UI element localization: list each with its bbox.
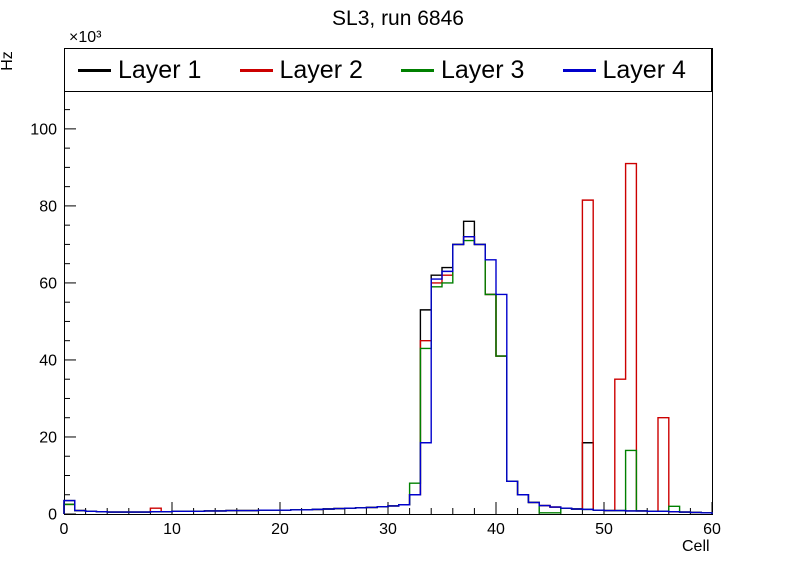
legend-entry-layer1: Layer 1 (65, 55, 227, 84)
legend: Layer 1 Layer 2 Layer 3 Layer 4 (64, 48, 712, 92)
legend-line-swatch-layer1 (78, 68, 111, 72)
y-axis-tick-label: 60 (39, 275, 57, 292)
series-line-layer4 (63, 236, 713, 514)
chart-title: SL3, run 6846 (332, 7, 464, 30)
x-axis-tick-label: 40 (487, 521, 505, 538)
legend-entry-layer2: Layer 2 (227, 55, 389, 84)
legend-line-swatch-layer4 (562, 68, 596, 72)
legend-label: Layer 1 (118, 55, 202, 84)
legend-label: Layer 4 (602, 55, 686, 84)
x-axis-tick-label: 10 (163, 521, 181, 538)
legend-entry-layer4: Layer 4 (550, 55, 712, 84)
legend-line-swatch-layer3 (401, 68, 434, 72)
legend-label: Layer 3 (441, 55, 525, 84)
x-axis-tick-label: 0 (60, 521, 69, 538)
x-axis-tick-label: 50 (595, 521, 613, 538)
y-axis-tick-label: 0 (48, 507, 57, 524)
series-line-layer2 (63, 162, 713, 514)
y-axis-tick-label: 100 (30, 121, 57, 138)
legend-entry-layer3: Layer 3 (388, 55, 550, 84)
legend-line-swatch-layer2 (239, 68, 273, 72)
x-axis-tick-label: 60 (703, 521, 721, 538)
x-axis-tick-label: 30 (379, 521, 397, 538)
legend-label: Layer 2 (279, 55, 363, 84)
y-axis-multiplier: ×10³ (69, 29, 102, 46)
y-axis-label: Hz (0, 51, 16, 71)
y-axis-tick-label: 40 (39, 352, 57, 369)
y-axis-tick-label: 20 (39, 429, 57, 446)
y-axis-tick-label: 80 (39, 198, 57, 215)
x-axis-label: Cell (682, 538, 710, 555)
x-axis-tick-label: 20 (271, 521, 289, 538)
